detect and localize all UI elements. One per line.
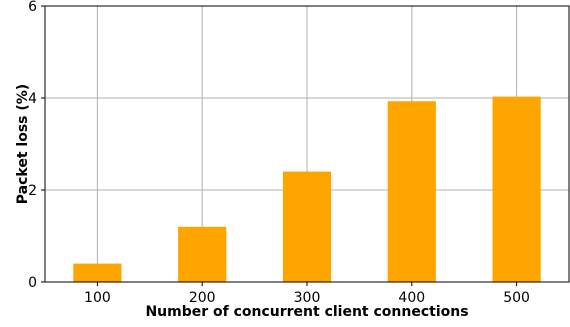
bar-300 (282, 171, 332, 282)
bar-100 (73, 263, 122, 282)
y-axis-title: Packet loss (%) (15, 84, 31, 204)
x-axis-ticks: 100 200 300 400 500 (84, 282, 530, 306)
x-tick-label: 400 (398, 290, 425, 306)
x-tick-label: 500 (503, 290, 530, 306)
x-tick-label: 100 (84, 290, 111, 306)
bar-400 (387, 101, 436, 282)
bar-500 (492, 96, 541, 283)
x-tick-label: 200 (189, 290, 216, 306)
y-tick-label: 4 (28, 91, 37, 107)
y-tick-label: 0 (28, 275, 37, 291)
y-tick-label: 2 (28, 183, 37, 199)
bars (73, 96, 541, 283)
x-axis-title: Number of concurrent client connections (145, 304, 468, 320)
y-axis-ticks: 0 2 4 6 (28, 0, 45, 291)
y-tick-label: 6 (28, 0, 37, 15)
bar-200 (178, 226, 227, 282)
x-tick-label: 300 (294, 290, 321, 306)
